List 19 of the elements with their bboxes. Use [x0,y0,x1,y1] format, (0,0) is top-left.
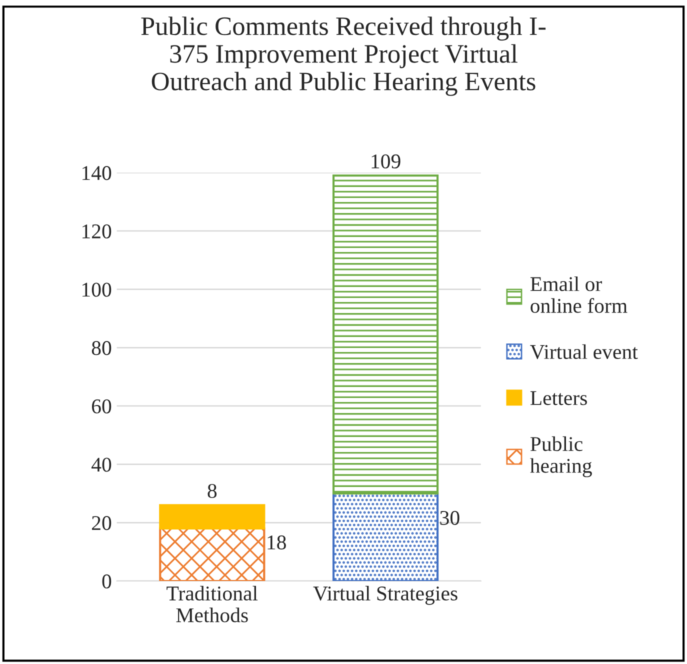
data-label: 109 [372,154,400,168]
legend-label: Email or online form [530,276,628,313]
y-tick-label: 20 [92,516,112,530]
y-tick-label: 140 [82,166,112,180]
y-tick-label: 100 [82,282,112,297]
y-tick-label: 60 [92,399,112,414]
y-tick-label: 80 [92,341,112,356]
y-tick-label: 40 [92,458,112,472]
y-tick-label: 0 [102,574,112,588]
x-tick-label: Traditional Methods [166,586,258,622]
data-label: 18 [268,535,286,550]
chart-title: Public Comments Received through I- 375 Improvement Project Virtual Outreach and Public Hearing Events [141,16,546,96]
data-label: 8 [208,484,217,498]
y-tick-label: 120 [82,224,112,238]
legend-label: Letters [530,391,587,406]
legend-label: Virtual event [530,344,638,360]
x-tick-label: Virtual Strategies [313,586,458,605]
legend-label: Public hearing [530,436,592,478]
data-label: 30 [440,510,460,525]
